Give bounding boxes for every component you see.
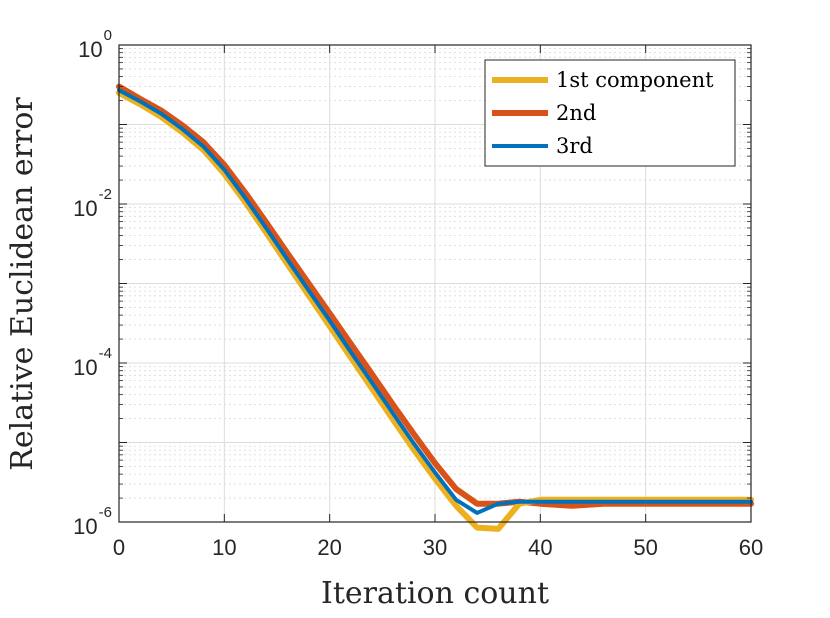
y-tick-labels: 010-210-410-610 xyxy=(73,27,112,539)
series-group xyxy=(116,83,754,532)
x-tick-label: 0 xyxy=(113,535,125,560)
y-tick-exponent: 0 xyxy=(104,27,112,44)
series-line-2 xyxy=(116,83,754,509)
x-tick-label: 30 xyxy=(423,535,447,560)
y-tick-label: 010 xyxy=(78,27,112,62)
x-tick-label: 60 xyxy=(739,535,763,560)
x-tick-label: 50 xyxy=(633,535,657,560)
legend: 1st component 2nd 3rd xyxy=(484,59,736,167)
y-tick-base: 10 xyxy=(73,196,97,221)
y-tick-exponent: -6 xyxy=(99,504,112,521)
legend-entry-label: 1st component xyxy=(556,68,714,92)
axis-ticks xyxy=(118,44,752,523)
y-tick-exponent: -4 xyxy=(99,345,112,362)
x-tick-labels: 0 10 20 30 40 50 60 xyxy=(113,535,763,560)
y-tick-base: 10 xyxy=(78,37,102,62)
legend-entry-label: 2nd xyxy=(556,101,596,125)
x-tick-label: 10 xyxy=(212,535,236,560)
y-tick-base: 10 xyxy=(73,355,97,380)
y-tick-label: -210 xyxy=(73,186,112,221)
y-tick-base: 10 xyxy=(73,514,97,539)
legend-entry-label: 3rd xyxy=(556,134,593,158)
y-tick-label: -410 xyxy=(73,345,112,380)
series-line-3 xyxy=(117,88,753,515)
y-tick-exponent: -2 xyxy=(99,186,112,203)
y-tick-label: -610 xyxy=(73,504,112,539)
x-tick-label: 40 xyxy=(528,535,552,560)
x-axis-label: Iteration count xyxy=(321,576,549,611)
x-tick-label: 20 xyxy=(317,535,341,560)
y-axis-label: Relative Euclidean error xyxy=(5,97,40,471)
